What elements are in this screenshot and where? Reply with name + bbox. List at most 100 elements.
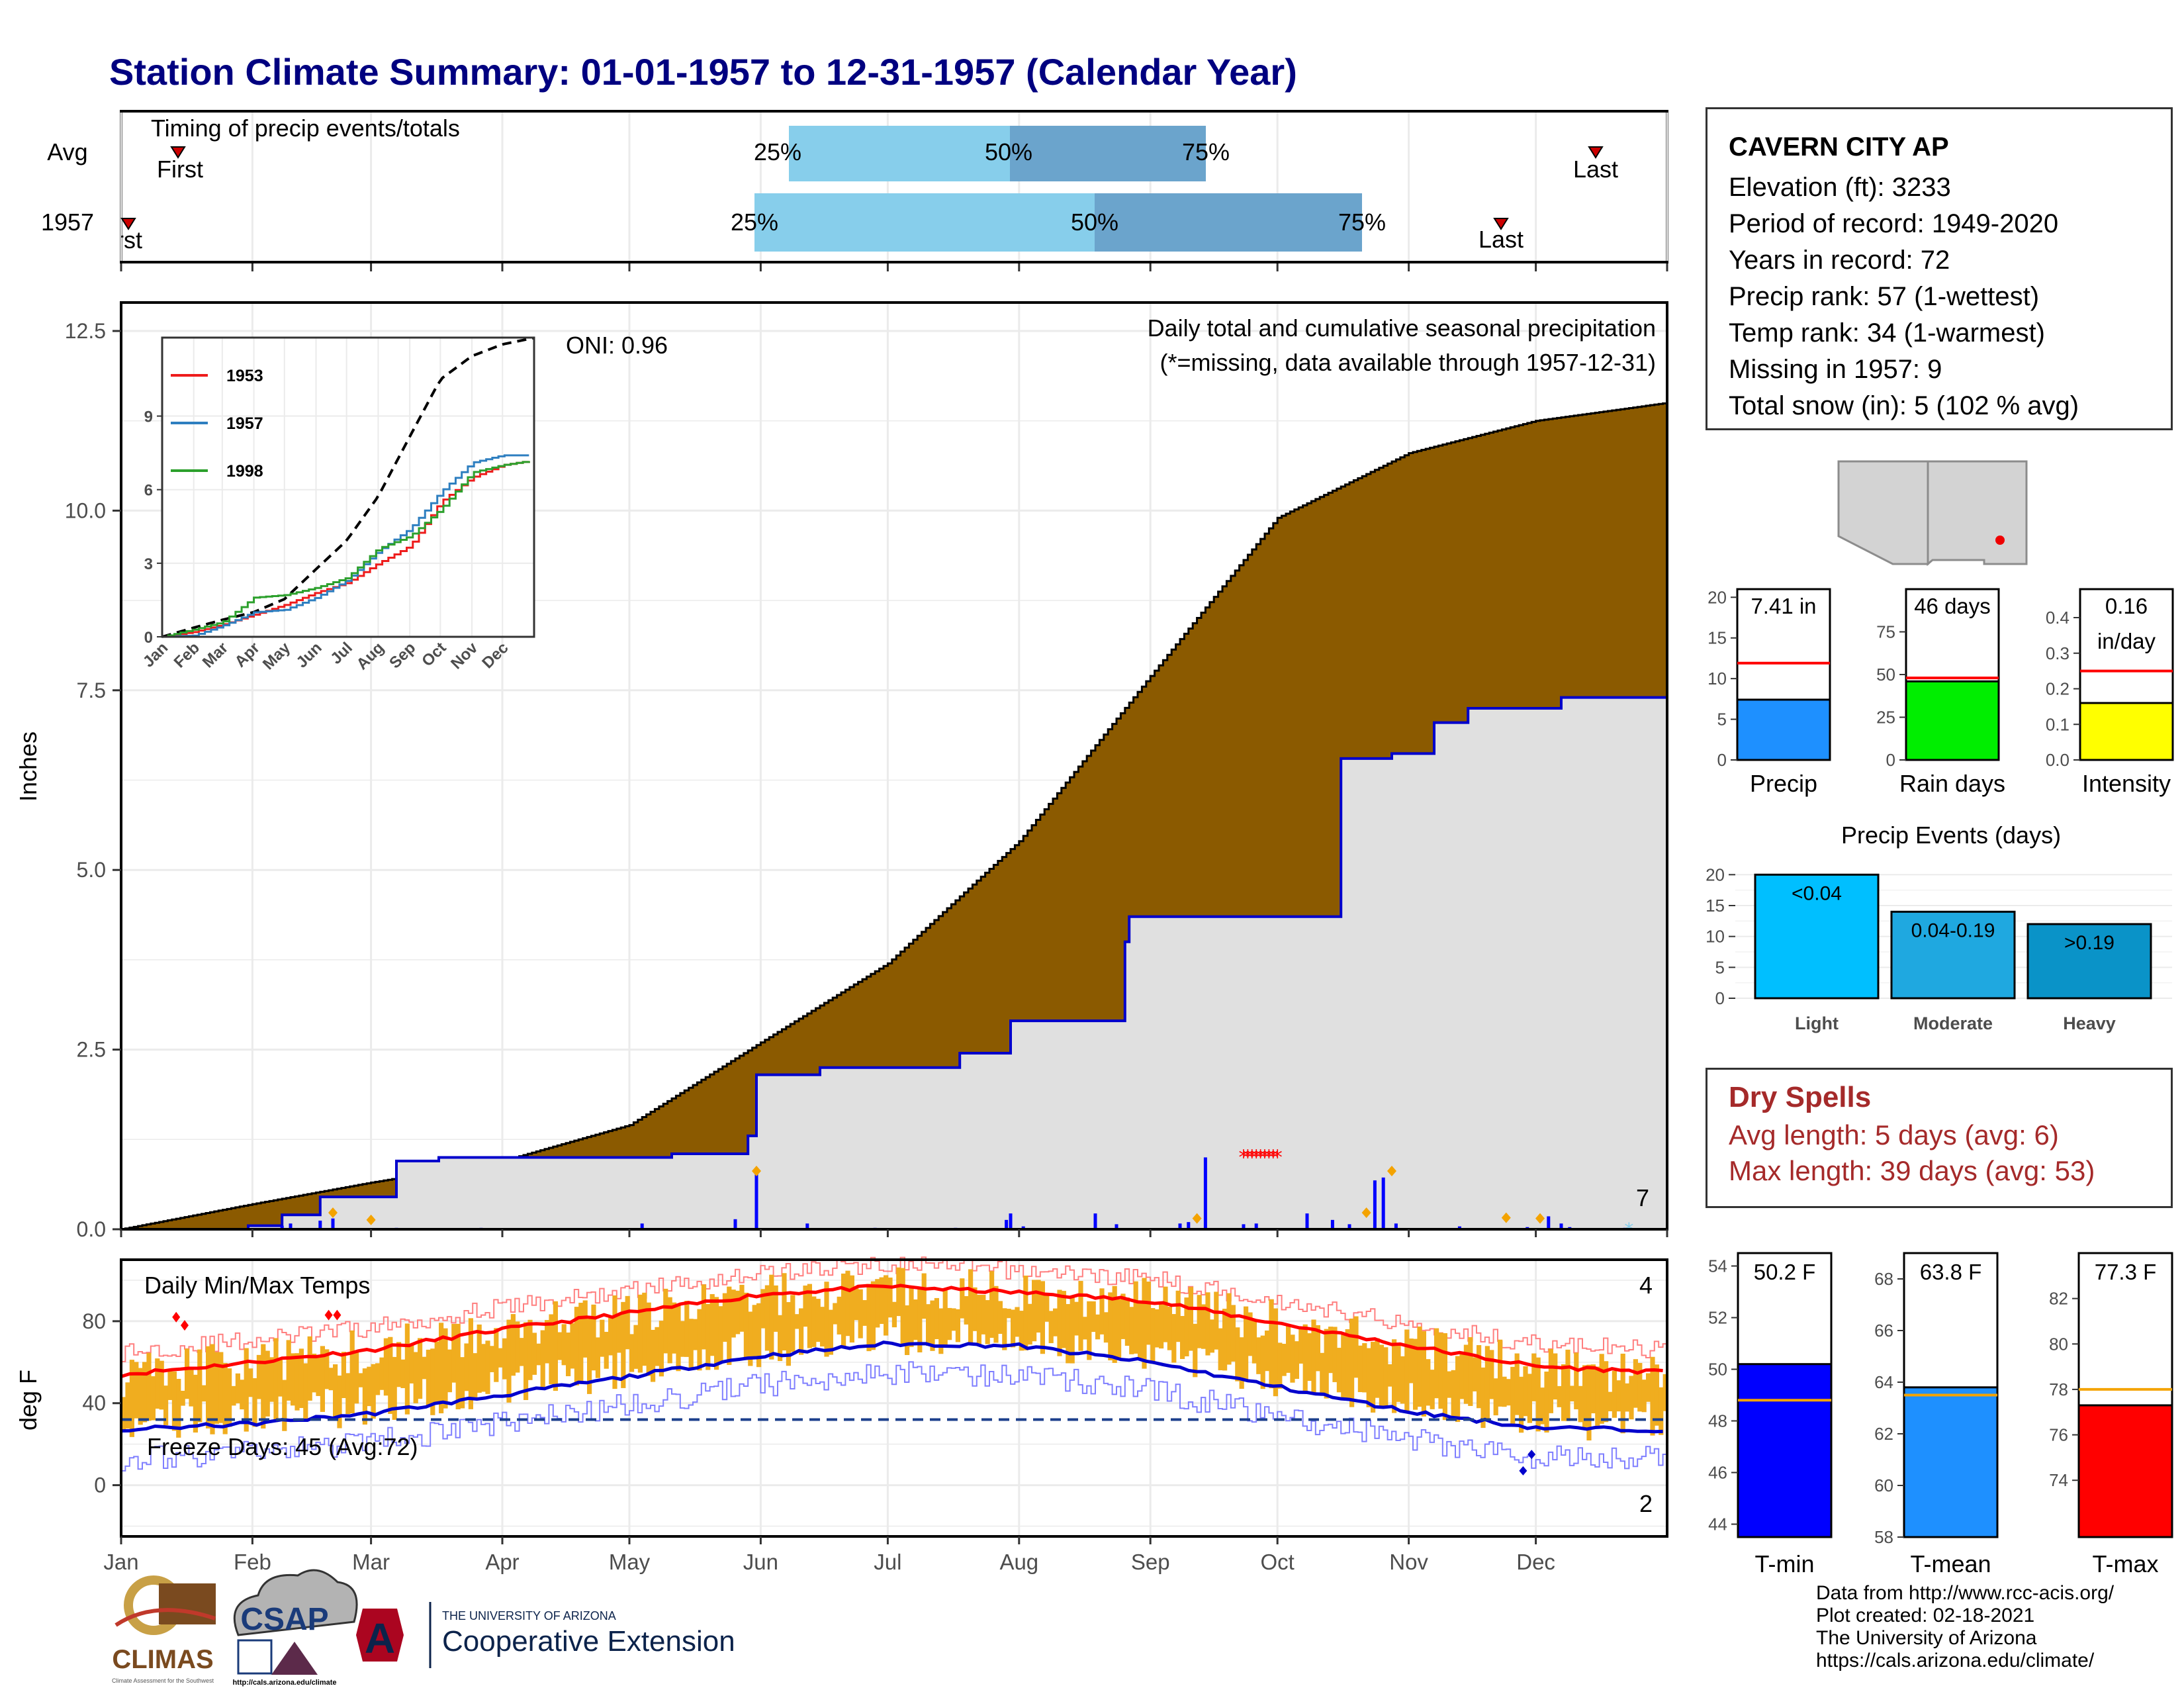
daily-temp-bar bbox=[510, 1314, 516, 1376]
temp-summary-tick: 54 bbox=[1708, 1256, 1727, 1276]
daily-temp-bar bbox=[180, 1390, 185, 1406]
daily-temp-bar bbox=[506, 1319, 512, 1403]
precip-event-marker bbox=[1387, 1166, 1396, 1177]
daily-temp-bar bbox=[561, 1324, 567, 1366]
daily-temp-bar bbox=[1320, 1352, 1325, 1396]
precip-ytick-label: 5.0 bbox=[77, 858, 106, 882]
temp-xtick-label: Jul bbox=[874, 1550, 901, 1574]
ua-bottom-text: Cooperative Extension bbox=[442, 1625, 735, 1658]
daily-temp-bar bbox=[129, 1360, 134, 1437]
daily-temp-bar bbox=[1654, 1364, 1659, 1426]
summary-tick: 0.2 bbox=[2046, 679, 2070, 699]
temp-xtick-label: Sep bbox=[1131, 1550, 1170, 1574]
daily-temp-bar bbox=[1408, 1338, 1414, 1383]
daily-temp-bar bbox=[659, 1321, 664, 1377]
summary-tick: 10 bbox=[1707, 669, 1727, 688]
daily-temp-bar bbox=[1066, 1303, 1071, 1364]
avg-box-light bbox=[789, 126, 1010, 181]
daily-temp-bar bbox=[460, 1357, 465, 1409]
daily-temp-bar bbox=[926, 1304, 931, 1346]
daily-temp-bar bbox=[235, 1373, 240, 1403]
arizona-shape bbox=[1837, 460, 1929, 565]
daily-temp-bar bbox=[1154, 1309, 1160, 1348]
daily-temp-bar bbox=[244, 1348, 249, 1432]
daily-temp-bar bbox=[1519, 1376, 1524, 1433]
daily-temp-bar bbox=[786, 1302, 791, 1366]
missing-star: * bbox=[1264, 1146, 1274, 1169]
timing-row-avg: Avg bbox=[47, 138, 87, 165]
daily-temp-bar bbox=[1455, 1356, 1461, 1423]
daily-temp-bar bbox=[1561, 1364, 1567, 1421]
temp-summary-tick: 60 bbox=[1874, 1476, 1893, 1495]
daily-precip-bar bbox=[1254, 1223, 1258, 1229]
daily-temp-bar bbox=[693, 1319, 698, 1350]
climas-sub: Climate Assessment for the Southwest bbox=[112, 1677, 214, 1684]
daily-temp-bar bbox=[519, 1338, 524, 1366]
record-high-marker bbox=[333, 1309, 341, 1321]
inset-ytick-label: 9 bbox=[144, 408, 153, 426]
event-tick: 15 bbox=[1706, 896, 1725, 915]
daily-precip-bar bbox=[733, 1219, 737, 1229]
daily-temp-bar bbox=[651, 1329, 656, 1382]
daily-temp-bar bbox=[1574, 1352, 1579, 1409]
summary-tick: 0 bbox=[1717, 750, 1727, 770]
daily-temp-bar bbox=[324, 1349, 330, 1389]
daily-temp-bar bbox=[608, 1317, 614, 1356]
daily-temp-bar bbox=[1371, 1341, 1376, 1413]
daily-temp-bar bbox=[494, 1328, 499, 1382]
daily-precip-bar bbox=[1330, 1219, 1334, 1229]
daily-temp-bar bbox=[400, 1359, 406, 1388]
daily-precip-bar bbox=[805, 1223, 809, 1229]
daily-temp-bar bbox=[1472, 1357, 1477, 1391]
event-tick: 5 bbox=[1715, 957, 1725, 977]
avg-first-marker bbox=[170, 146, 186, 159]
daily-temp-bar bbox=[231, 1385, 236, 1406]
temp-ytick-label: 40 bbox=[82, 1391, 106, 1415]
daily-temp-bar bbox=[964, 1295, 969, 1325]
daily-temp-bar bbox=[418, 1338, 423, 1399]
temp-summary-value: 63.8 F bbox=[1920, 1260, 1982, 1284]
precip-ytick-label: 2.5 bbox=[77, 1038, 106, 1062]
daily-temp-bar bbox=[316, 1358, 321, 1396]
daily-temp-bar bbox=[1205, 1292, 1210, 1356]
daily-temp-bar bbox=[1662, 1374, 1668, 1411]
daily-temp-bar bbox=[1040, 1281, 1045, 1354]
station-years: Years in record: 72 bbox=[1729, 246, 1950, 275]
daily-temp-bar bbox=[985, 1300, 990, 1344]
daily-temp-bar bbox=[718, 1306, 723, 1363]
daily-temp-bar bbox=[439, 1323, 444, 1414]
daily-temp-bar bbox=[218, 1352, 224, 1423]
missing-star: * bbox=[1251, 1146, 1261, 1169]
daily-precip-bar bbox=[1457, 1226, 1461, 1229]
temp-summary-tick: 44 bbox=[1708, 1515, 1727, 1534]
daily-temp-bar bbox=[887, 1277, 893, 1318]
daily-temp-bar bbox=[1400, 1356, 1405, 1404]
daily-temp-bar bbox=[993, 1286, 999, 1343]
daily-temp-bar bbox=[409, 1345, 414, 1383]
daily-temp-bar bbox=[1557, 1385, 1562, 1407]
avg-min-line bbox=[120, 1340, 1663, 1434]
daily-temp-bar bbox=[680, 1321, 685, 1357]
summary-value-unit: in/day bbox=[2097, 629, 2156, 653]
climas-logo: CLIMAS Climate Assessment for the Southw… bbox=[112, 1575, 216, 1684]
daily-temp-bar bbox=[1447, 1371, 1452, 1398]
daily-temp-bar bbox=[557, 1332, 563, 1360]
daily-temp-bar bbox=[709, 1293, 715, 1356]
daily-temp-bar bbox=[163, 1385, 169, 1426]
daily-temp-bar bbox=[705, 1303, 711, 1370]
station-temp-rank: Temp rank: 34 (1-warmest) bbox=[1729, 318, 2045, 348]
daily-temp-bar bbox=[375, 1363, 381, 1395]
daily-temp-bar bbox=[1548, 1348, 1553, 1413]
daily-temp-bar bbox=[815, 1299, 821, 1342]
daily-temp-bar bbox=[1095, 1314, 1101, 1340]
daily-temp-bar bbox=[909, 1286, 914, 1347]
daily-temp-bar bbox=[1167, 1306, 1172, 1350]
daily-temp-bar bbox=[1133, 1281, 1138, 1354]
daily-temp-bar bbox=[854, 1287, 859, 1321]
daily-temp-bar bbox=[1387, 1364, 1392, 1387]
record-low-line bbox=[121, 1361, 1668, 1472]
temp-summary-tick: 64 bbox=[1874, 1372, 1893, 1392]
daily-temp-bar bbox=[358, 1373, 363, 1387]
daily-temp-bar bbox=[150, 1376, 156, 1421]
